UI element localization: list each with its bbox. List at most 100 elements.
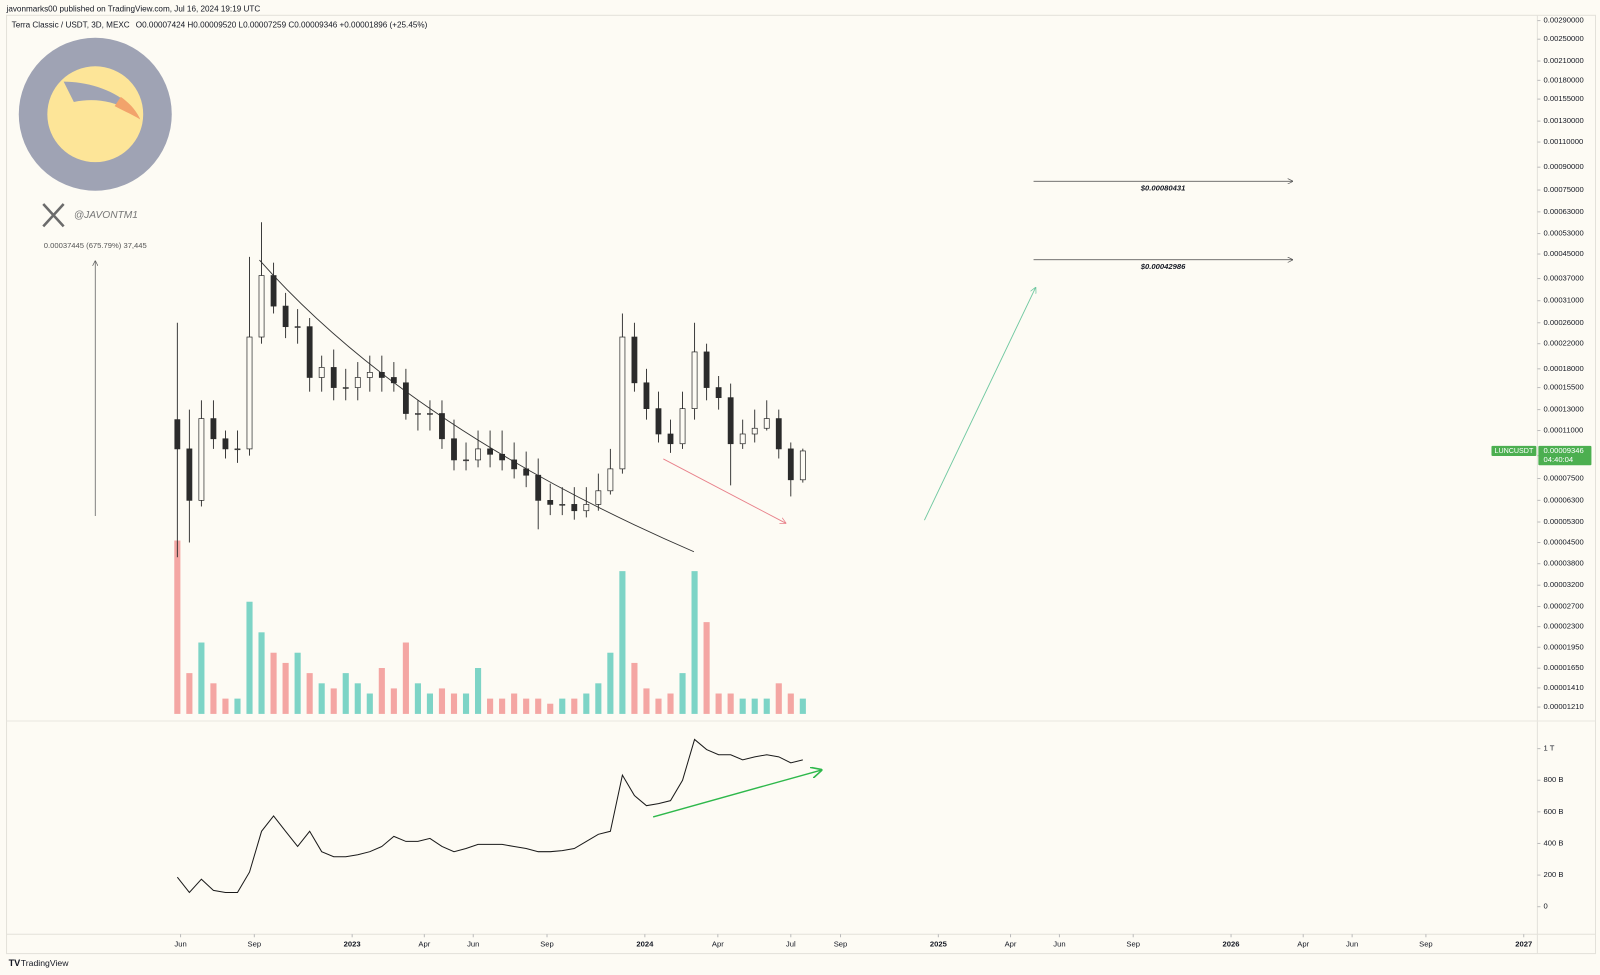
volume-bar xyxy=(366,693,373,714)
volume-bar xyxy=(511,693,518,714)
volume-bar xyxy=(330,688,337,714)
volume-bar xyxy=(799,698,806,714)
volume-bar xyxy=(354,683,361,714)
candle-body xyxy=(234,448,241,451)
price-label-value: 0.00009346 xyxy=(1543,446,1583,455)
y-tick-label: 0.00001950 xyxy=(1543,642,1583,651)
x-tick-label: Sep xyxy=(248,939,262,948)
y-tick-label: 600 B xyxy=(1543,807,1563,816)
volume-bar xyxy=(234,698,241,714)
candle-body xyxy=(330,367,337,388)
candle-body xyxy=(318,367,325,378)
volume-bar xyxy=(414,683,421,714)
volume-bar xyxy=(450,693,458,714)
target-level-label: $0.00080431 xyxy=(1140,183,1186,192)
x-tick-label: Apr xyxy=(418,939,430,948)
volume-bar xyxy=(378,668,385,714)
candle-body xyxy=(198,418,205,501)
volume-bar xyxy=(607,652,614,714)
volume-bar xyxy=(306,673,313,714)
candle-body xyxy=(523,468,530,476)
y-tick-label: 0.00018000 xyxy=(1543,364,1583,373)
volume-bar xyxy=(487,698,494,714)
y-tick-label: 0.00045000 xyxy=(1543,249,1583,258)
y-tick-label: 0.00003800 xyxy=(1543,559,1583,568)
candle-body xyxy=(499,453,506,461)
volume-bar xyxy=(210,683,217,714)
y-tick-label: 0.00022000 xyxy=(1543,339,1583,348)
y-tick-label: 0.00001650 xyxy=(1543,663,1583,672)
logo-swoosh xyxy=(63,81,141,120)
volume-bar xyxy=(535,698,542,714)
volume-bar xyxy=(198,642,205,714)
volume-bar xyxy=(438,688,446,714)
volume-bar xyxy=(499,698,506,714)
y-tick-label: 0.00004500 xyxy=(1543,538,1583,547)
y-tick-label: 0.00031000 xyxy=(1543,296,1583,305)
volume-bar xyxy=(547,703,554,714)
volume-bar xyxy=(282,662,289,714)
x-tick-label: Sep xyxy=(540,939,554,948)
volume-bar xyxy=(270,652,277,714)
divergence-arrow xyxy=(663,458,785,523)
y-tick-label: 0.00290000 xyxy=(1543,16,1583,25)
candle-body xyxy=(739,433,746,445)
x-tick-label: Jun xyxy=(467,939,479,948)
volume-bar xyxy=(390,688,397,714)
candle-body xyxy=(222,438,229,450)
y-tick-label: 0.00130000 xyxy=(1543,116,1583,125)
candle-body xyxy=(439,413,445,440)
x-logo xyxy=(42,203,65,228)
x-tick-label: Apr xyxy=(1297,939,1309,948)
volume-bar xyxy=(246,601,253,714)
candle-body xyxy=(799,450,806,481)
volume-bar xyxy=(727,693,734,714)
target-level-label: $0.00042986 xyxy=(1140,262,1186,271)
volume-bar xyxy=(186,673,193,714)
watermark-handle: @JAVONTM1 xyxy=(74,210,138,221)
volume-bar xyxy=(294,652,301,714)
volume-bar xyxy=(523,698,530,714)
candle-body xyxy=(282,305,289,328)
y-tick-label: 0.00007500 xyxy=(1543,474,1583,483)
projection-arrow xyxy=(924,288,1035,521)
volume-bar xyxy=(751,698,758,714)
volume-bar xyxy=(763,698,770,714)
y-tick-label: 0.00003200 xyxy=(1543,580,1583,589)
candle-body xyxy=(667,433,674,445)
y-tick-label: 0.00005300 xyxy=(1543,517,1583,526)
y-tick-label: 0.00002700 xyxy=(1543,602,1583,611)
candle-body xyxy=(643,382,650,409)
candle-body xyxy=(354,377,361,388)
price-label-bg xyxy=(1538,445,1592,466)
y-tick-label: 0.00013000 xyxy=(1543,405,1583,414)
y-tick-label: 0.00026000 xyxy=(1543,318,1583,327)
y-tick-label: 0.00053000 xyxy=(1543,229,1583,238)
candle-body xyxy=(787,448,794,481)
x-tick-label: Jun xyxy=(1346,939,1358,948)
x-tick-label: 2024 xyxy=(636,939,654,948)
logo xyxy=(18,37,172,191)
ohlc-values: O0.00007424 H0.00009520 L0.00007259 C0.0… xyxy=(136,21,428,30)
volume-bar xyxy=(643,688,650,714)
volume-bar xyxy=(402,642,409,714)
volume-bar xyxy=(174,540,181,714)
volume-bar xyxy=(583,693,590,714)
volume-bar xyxy=(426,693,434,714)
y-tick-label: 800 B xyxy=(1543,775,1563,784)
candle-body xyxy=(378,372,385,378)
candle-body xyxy=(258,275,265,338)
volume-bar xyxy=(679,673,686,714)
volume-bar xyxy=(559,698,566,714)
y-tick-label: 0.00180000 xyxy=(1543,75,1583,84)
footer-logo: TV xyxy=(9,958,22,968)
candle-body xyxy=(306,326,313,378)
candle-body xyxy=(487,448,493,455)
volume-bar xyxy=(667,693,674,714)
x-tick-label: 2025 xyxy=(930,939,948,948)
volume-bar xyxy=(318,683,325,714)
candle-body xyxy=(715,387,722,399)
candle-body xyxy=(703,351,710,388)
